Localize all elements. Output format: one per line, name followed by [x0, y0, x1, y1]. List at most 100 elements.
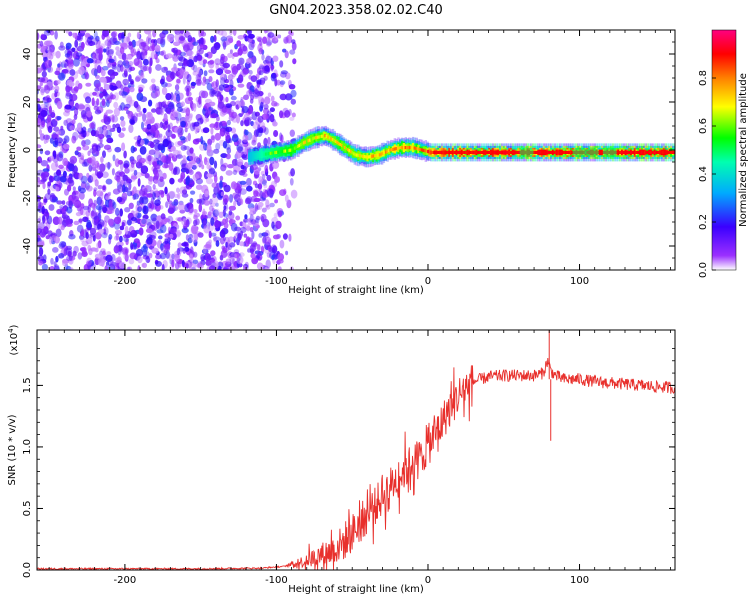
noise-speckle: [183, 241, 187, 247]
ridge-core: [512, 150, 514, 154]
noise-speckle: [47, 181, 52, 187]
noise-speckle: [199, 68, 204, 76]
noise-speckle: [159, 144, 165, 151]
noise-speckle: [140, 65, 148, 72]
noise-speckle: [94, 59, 102, 64]
noise-speckle: [53, 265, 60, 270]
noise-speckle: [136, 159, 140, 167]
noise-speckle: [115, 207, 120, 216]
noise-speckle: [159, 252, 167, 260]
noise-speckle: [56, 153, 64, 162]
colorbar-label: Normalized spectral amplitude: [738, 73, 749, 227]
noise-speckle: [118, 261, 126, 269]
noise-speckle: [238, 241, 245, 247]
noise-speckle: [89, 92, 93, 97]
ridge-core: [627, 150, 629, 154]
noise-speckle: [158, 189, 165, 195]
noise-speckle: [127, 32, 132, 38]
ridge-band: [248, 154, 251, 161]
noise-speckle: [116, 126, 122, 133]
noise-speckle: [79, 191, 85, 200]
noise-speckle: [133, 210, 138, 217]
noise-speckle: [77, 185, 82, 192]
noise-speckle: [223, 213, 229, 218]
noise-speckle: [238, 252, 245, 258]
noise-speckle: [44, 150, 51, 156]
noise-speckle: [121, 91, 128, 97]
noise-speckle: [44, 84, 49, 91]
noise-speckle: [45, 235, 50, 240]
noise-speckle: [94, 253, 102, 259]
ridge-band: [251, 152, 255, 161]
noise-speckle: [128, 74, 132, 82]
ridge-core: [313, 136, 316, 140]
noise-speckle: [86, 219, 92, 229]
noise-speckle: [126, 55, 133, 60]
noise-speckle: [96, 165, 101, 170]
noise-speckle: [205, 117, 210, 122]
noise-speckle: [247, 51, 254, 58]
noise-speckle: [232, 192, 239, 199]
noise-speckle: [225, 103, 232, 109]
noise-speckle: [132, 186, 137, 196]
noise-speckle: [197, 55, 203, 62]
ridge-core: [340, 143, 343, 148]
noise-speckle: [90, 129, 96, 137]
noise-speckle: [62, 260, 68, 267]
noise-speckle: [58, 216, 63, 225]
noise-speckle: [161, 66, 169, 73]
noise-speckle: [72, 200, 79, 206]
noise-speckle: [279, 110, 284, 119]
ridge-core: [330, 137, 332, 141]
noise-speckle: [228, 242, 236, 248]
noise-speckle: [63, 135, 70, 143]
noise-speckle: [44, 193, 51, 201]
ridge-band: [250, 152, 253, 162]
noise-speckle: [65, 218, 71, 225]
noise-speckle: [150, 78, 156, 84]
ridge-core: [415, 146, 417, 150]
noise-speckle: [55, 186, 60, 192]
ridge-core: [646, 150, 649, 154]
ridge-core: [356, 153, 358, 157]
noise-speckle: [53, 236, 61, 244]
noise-speckle: [56, 79, 61, 85]
noise-speckle: [206, 164, 212, 170]
noise-speckle: [221, 260, 229, 268]
noise-speckle: [180, 144, 187, 151]
noise-speckle: [59, 41, 64, 49]
ridge-core: [624, 150, 626, 154]
ridge-core: [268, 152, 270, 156]
noise-speckle: [100, 248, 106, 253]
noise-speckle: [54, 85, 60, 92]
noise-speckle: [167, 140, 172, 150]
noise-speckle: [94, 179, 99, 187]
noise-speckle: [143, 187, 148, 196]
noise-speckle: [267, 136, 271, 145]
noise-speckle: [257, 201, 264, 208]
noise-speckle: [251, 257, 259, 265]
ridge-core: [357, 153, 360, 157]
noise-speckle: [83, 103, 91, 112]
ridge-core: [503, 150, 505, 154]
noise-speckle: [150, 50, 157, 60]
noise-speckle: [153, 139, 160, 144]
ridge-core: [401, 146, 404, 150]
noise-speckle: [72, 172, 80, 178]
ridge-core: [372, 154, 375, 158]
noise-speckle: [133, 136, 141, 141]
noise-speckle: [48, 204, 55, 211]
noise-speckle: [153, 39, 158, 47]
noise-speckle: [214, 208, 221, 217]
noise-speckle: [212, 193, 217, 199]
noise-speckle: [142, 112, 147, 122]
noise-speckle: [154, 171, 160, 181]
noise-speckle: [135, 161, 143, 169]
noise-speckle: [248, 70, 253, 75]
noise-speckle: [173, 30, 181, 33]
ridge-core: [396, 146, 399, 150]
noise-speckle: [130, 119, 135, 126]
noise-speckle: [205, 109, 211, 116]
noise-speckle: [203, 171, 209, 180]
noise-speckle: [37, 117, 42, 127]
